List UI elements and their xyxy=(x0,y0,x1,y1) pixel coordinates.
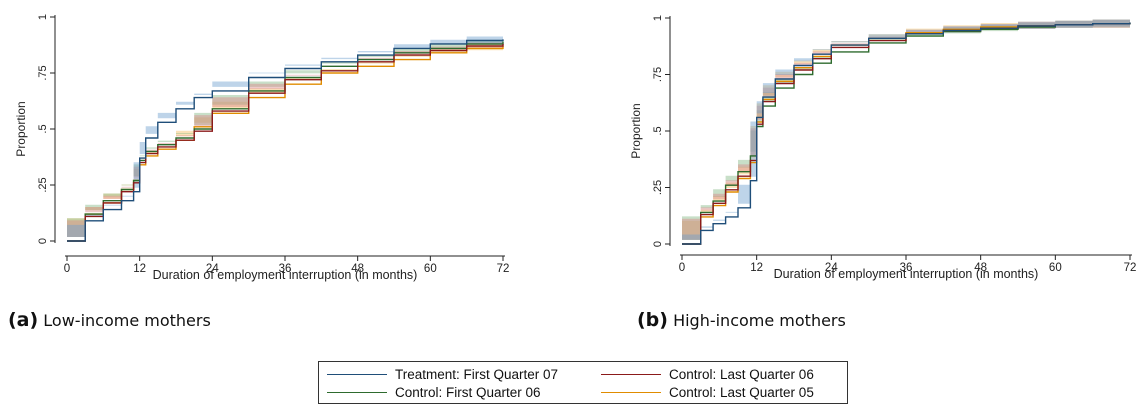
caption-b-tag: (b) xyxy=(637,309,668,331)
x-tick-label: 12 xyxy=(750,262,763,274)
x-tick-label: 36 xyxy=(900,262,913,274)
panel-a-chart: 0 .25 .5 .75 1 Proportion 0 12 24 36 48 60 72 Duratio… xyxy=(14,14,510,282)
x-tick-label: 24 xyxy=(825,262,838,274)
legend-swatch xyxy=(327,391,387,393)
legend-label: Treatment: First Quarter 07 xyxy=(395,366,559,382)
x-tick-label: 0 xyxy=(64,263,70,275)
legend-label: Control: First Quarter 06 xyxy=(395,384,541,400)
legend-item-control-q1-06: Control: First Quarter 06 xyxy=(327,383,541,401)
y-tick-label: .75 xyxy=(652,67,664,82)
x-tick-label: 48 xyxy=(974,262,987,274)
y-axis-label: Proportion xyxy=(629,103,643,158)
y-tick-label: 0 xyxy=(37,238,49,244)
caption-b-text: High-income mothers xyxy=(673,311,846,330)
y-tick-label: 1 xyxy=(37,14,49,20)
x-axis-label: Duration of employment interruption (in … xyxy=(153,268,418,282)
y-tick-label: .25 xyxy=(652,180,664,195)
caption-a-tag: (a) xyxy=(8,309,39,331)
y-tick-label: .25 xyxy=(37,177,49,192)
caption-a-text: Low-income mothers xyxy=(43,311,211,330)
x-tick-label: 60 xyxy=(424,263,437,275)
y-tick-label: 0 xyxy=(652,241,664,247)
caption-a: (a) Low-income mothers xyxy=(8,309,211,331)
series-line xyxy=(682,23,1130,245)
caption-b: (b) High-income mothers xyxy=(637,309,846,331)
x-tick-label: 0 xyxy=(679,262,685,274)
y-tick-label: .75 xyxy=(37,65,49,80)
legend-swatch xyxy=(601,391,661,393)
y-tick-label: .5 xyxy=(652,126,664,135)
series-line xyxy=(67,39,504,242)
legend-label: Control: Last Quarter 05 xyxy=(669,384,814,400)
legend-item-control-q4-05: Control: Last Quarter 05 xyxy=(601,383,814,401)
x-tick-label: 72 xyxy=(1124,262,1137,274)
legend-swatch xyxy=(327,373,387,375)
panel-b-chart: 0 .25 .5 .75 1 Proportion 0 12 24 36 48 60 72 Duratio… xyxy=(629,15,1137,281)
x-tick-label: 36 xyxy=(279,263,292,275)
y-tick-label: .5 xyxy=(37,124,49,133)
confidence-band xyxy=(682,19,1130,240)
legend-label: Control: Last Quarter 06 xyxy=(669,366,814,382)
x-tick-label: 72 xyxy=(497,263,510,275)
confidence-band xyxy=(67,35,503,238)
x-tick-label: 12 xyxy=(133,263,146,275)
confidence-band xyxy=(67,37,503,237)
x-tick-label: 60 xyxy=(1049,262,1062,274)
confidence-band xyxy=(682,18,1130,240)
y-tick-label: 1 xyxy=(652,15,664,21)
confidence-band xyxy=(682,18,1130,240)
legend-item-treatment-q1-07: Treatment: First Quarter 07 xyxy=(327,365,558,383)
legend-swatch xyxy=(601,373,661,375)
series-line xyxy=(682,22,1131,245)
legend: Treatment: First Quarter 07 Control: Las… xyxy=(318,361,848,404)
confidence-band xyxy=(682,19,1130,240)
series-line xyxy=(682,23,1130,245)
series-line xyxy=(682,22,1131,245)
x-tick-label: 24 xyxy=(206,263,219,275)
x-axis-label: Duration of employment interruption (in … xyxy=(774,267,1039,281)
legend-item-control-q4-06: Control: Last Quarter 06 xyxy=(601,365,814,383)
x-tick-label: 48 xyxy=(351,263,364,275)
y-axis-label: Proportion xyxy=(14,101,28,156)
